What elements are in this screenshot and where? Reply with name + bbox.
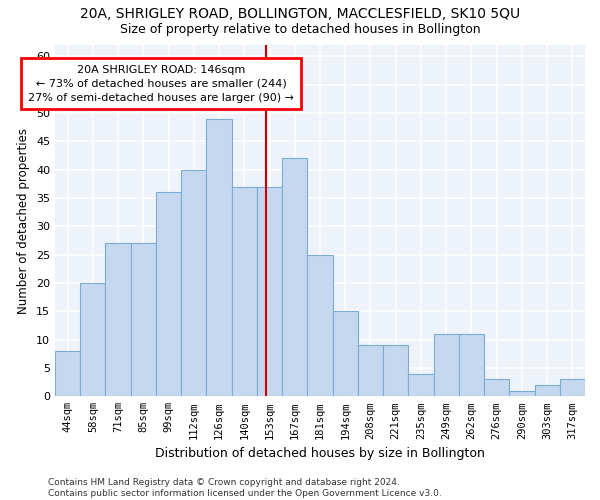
Bar xyxy=(560,380,585,396)
Bar xyxy=(484,380,509,396)
Bar xyxy=(383,346,409,397)
Bar xyxy=(307,254,332,396)
Text: 20A SHRIGLEY ROAD: 146sqm
← 73% of detached houses are smaller (244)
27% of semi: 20A SHRIGLEY ROAD: 146sqm ← 73% of detac… xyxy=(28,65,294,103)
Bar xyxy=(80,283,106,397)
Text: 20A, SHRIGLEY ROAD, BOLLINGTON, MACCLESFIELD, SK10 5QU: 20A, SHRIGLEY ROAD, BOLLINGTON, MACCLESF… xyxy=(80,8,520,22)
Bar xyxy=(409,374,434,396)
Bar xyxy=(156,192,181,396)
Bar xyxy=(181,170,206,396)
Bar xyxy=(459,334,484,396)
Bar xyxy=(434,334,459,396)
X-axis label: Distribution of detached houses by size in Bollington: Distribution of detached houses by size … xyxy=(155,447,485,460)
Bar xyxy=(131,244,156,396)
Y-axis label: Number of detached properties: Number of detached properties xyxy=(17,128,31,314)
Bar xyxy=(106,244,131,396)
Bar xyxy=(332,312,358,396)
Bar xyxy=(535,385,560,396)
Bar xyxy=(282,158,307,396)
Text: Contains HM Land Registry data © Crown copyright and database right 2024.
Contai: Contains HM Land Registry data © Crown c… xyxy=(48,478,442,498)
Bar xyxy=(509,390,535,396)
Bar xyxy=(206,118,232,396)
Bar xyxy=(232,186,257,396)
Bar xyxy=(358,346,383,397)
Bar xyxy=(257,186,282,396)
Text: Size of property relative to detached houses in Bollington: Size of property relative to detached ho… xyxy=(119,22,481,36)
Bar xyxy=(55,351,80,397)
